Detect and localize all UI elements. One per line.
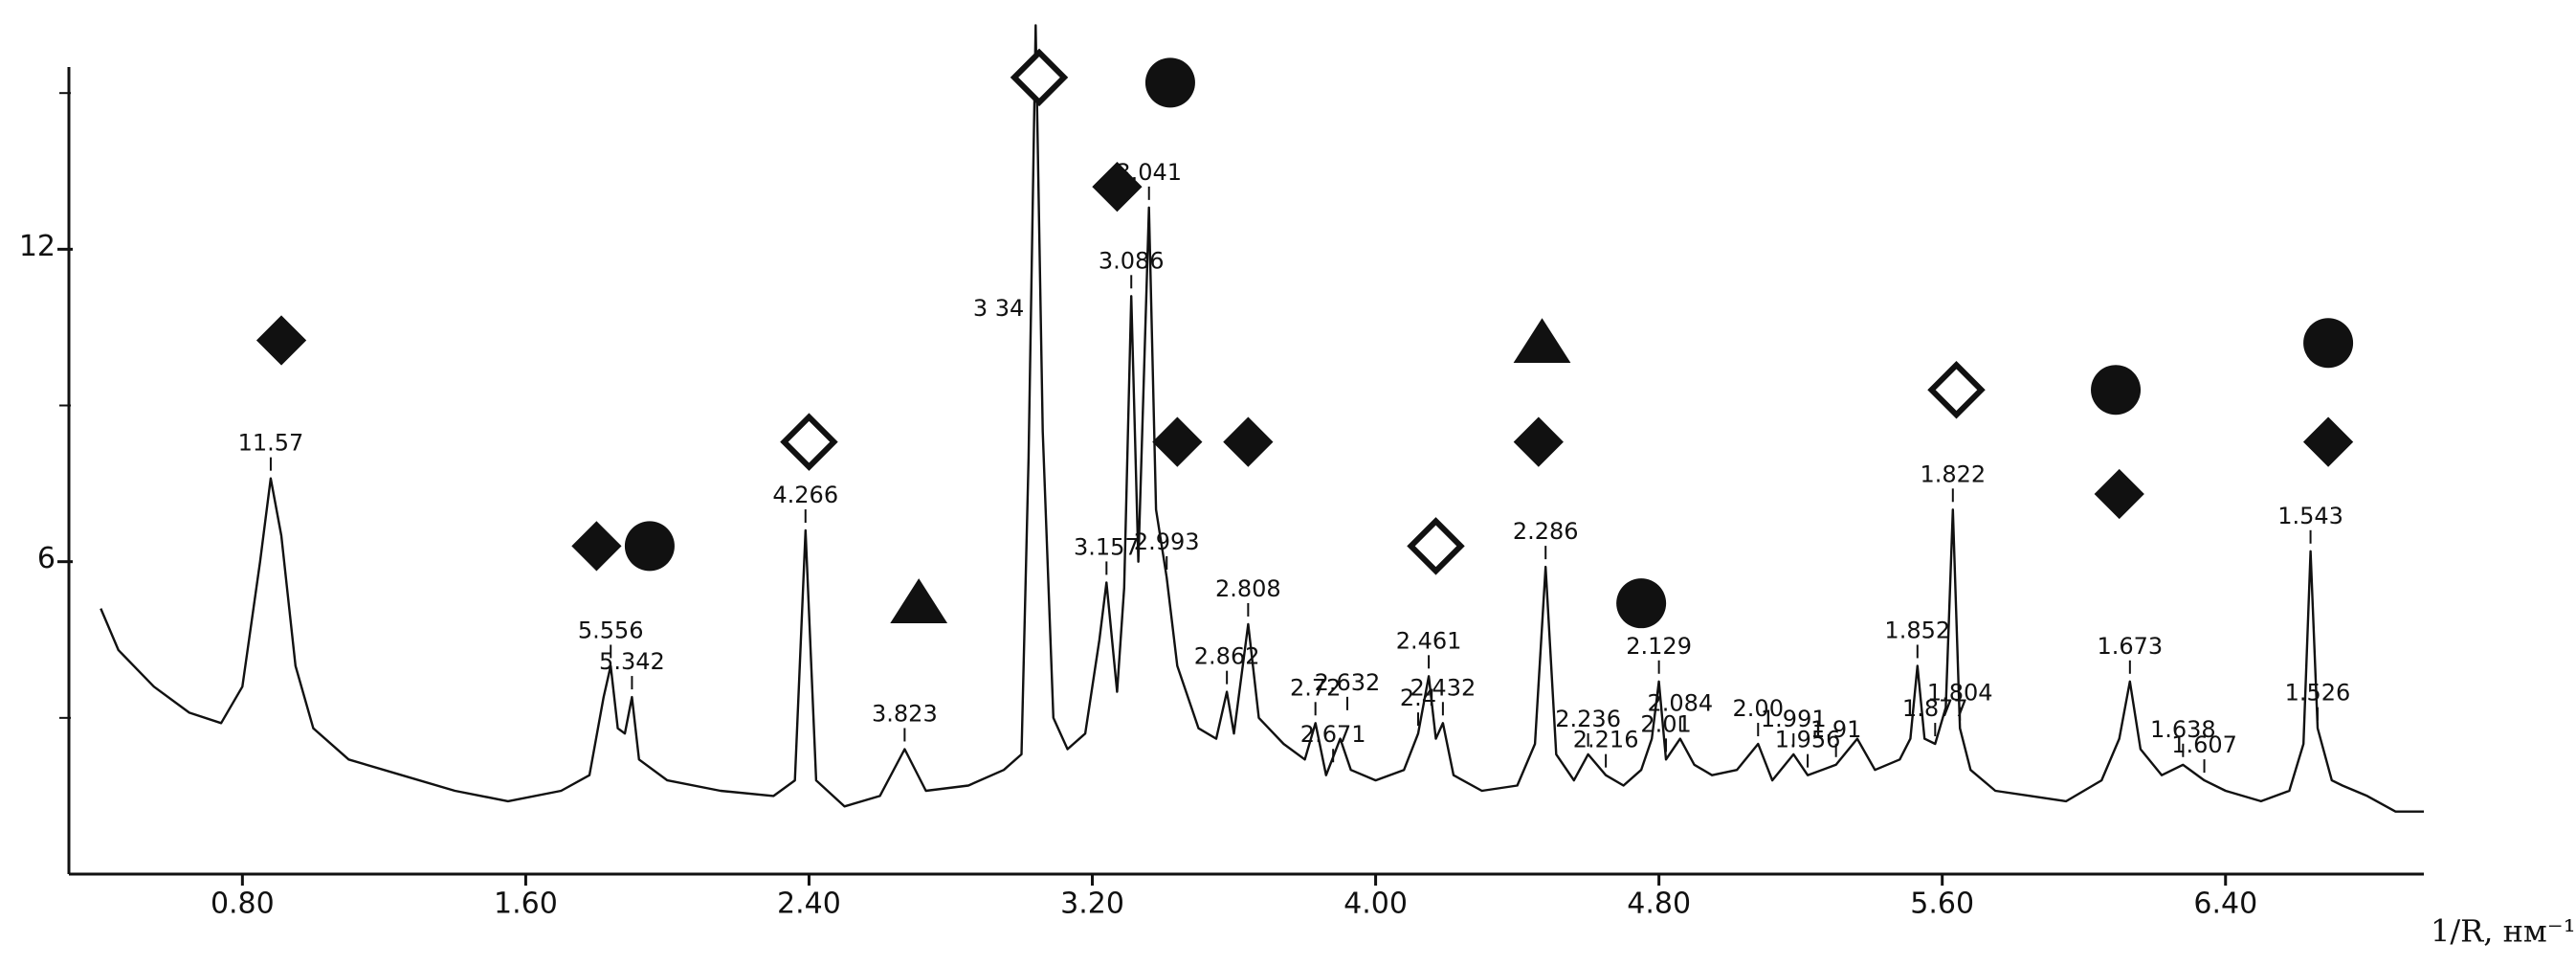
phase-marker-open-diamond bbox=[1010, 48, 1069, 107]
phase-marker-diamond bbox=[1152, 416, 1203, 467]
peak-label: 1.991 bbox=[1761, 706, 1827, 732]
phase-marker-diamond bbox=[1092, 161, 1143, 213]
peak-label: 5.556 bbox=[578, 617, 644, 643]
phase-marker-triangle bbox=[890, 578, 948, 623]
peak-label: 3.823 bbox=[872, 700, 938, 727]
peak-label: 2.129 bbox=[1626, 633, 1692, 660]
phase-marker-circle bbox=[1616, 578, 1667, 629]
peak-label: 2.4 bbox=[1400, 685, 1436, 711]
y-tick-label: 6 bbox=[37, 542, 56, 575]
peak-label: 1.877 bbox=[1902, 695, 1968, 722]
peak-label: 1.822 bbox=[1920, 461, 1986, 487]
peak-label: 1.673 bbox=[2097, 633, 2163, 660]
x-tick-label: 3.20 bbox=[1060, 887, 1124, 921]
x-tick-label: 4.00 bbox=[1344, 887, 1408, 921]
x-tick-label: 6.40 bbox=[2193, 887, 2257, 921]
phase-marker-open-diamond bbox=[780, 413, 838, 471]
peak-label: 11.57 bbox=[238, 430, 304, 457]
phase-marker-triangle bbox=[1513, 318, 1571, 364]
phase-marker-circle bbox=[624, 521, 675, 572]
peak-label: 1.543 bbox=[2277, 503, 2343, 529]
peak-label: 3.157 bbox=[1074, 533, 1140, 560]
peak-label: 5.342 bbox=[599, 648, 665, 675]
peak-label: 2.00 bbox=[1733, 695, 1784, 722]
peak-label: 1.804 bbox=[1927, 680, 1993, 707]
peak-label: 2.236 bbox=[1555, 706, 1621, 732]
peak-label: 2.461 bbox=[1396, 627, 1462, 654]
peak-label: 1.956 bbox=[1775, 727, 1841, 753]
peak-label: 2.72 bbox=[1290, 674, 1341, 701]
peak-label: 1.638 bbox=[2150, 716, 2216, 743]
x-tick-label: 0.80 bbox=[211, 887, 275, 921]
phase-marker-circle bbox=[2303, 318, 2354, 369]
x-axis-title: 1/R, нм⁻¹ bbox=[2431, 913, 2576, 950]
peak-label: 2.671 bbox=[1300, 721, 1366, 748]
peak-label: 2.01 bbox=[1640, 710, 1691, 737]
peak-label: 1.91 bbox=[1810, 716, 1861, 743]
peak-label: 1.852 bbox=[1884, 617, 1950, 643]
peak-label: 2.993 bbox=[1134, 528, 1200, 555]
peak-label: 4.266 bbox=[772, 482, 838, 508]
peak-label: 2.808 bbox=[1215, 575, 1281, 602]
phase-marker-circle bbox=[1144, 57, 1195, 108]
x-tick-label: 5.60 bbox=[1910, 887, 1974, 921]
phase-marker-diamond bbox=[1513, 416, 1564, 467]
peak-label: 2.216 bbox=[1573, 727, 1639, 753]
phase-marker-diamond bbox=[2094, 468, 2144, 520]
x-tick-label: 4.80 bbox=[1627, 887, 1691, 921]
phase-marker-diamond bbox=[255, 315, 307, 366]
peak-label: 1.526 bbox=[2285, 680, 2351, 707]
peak-label: 3 34 bbox=[973, 295, 1024, 322]
peak-label: 2.432 bbox=[1410, 674, 1477, 701]
trace-line bbox=[100, 24, 2424, 813]
phase-marker-circle bbox=[2091, 365, 2142, 416]
y-tick-label: 12 bbox=[19, 230, 56, 263]
x-tick-label: 2.40 bbox=[777, 887, 841, 921]
phase-marker-diamond bbox=[2302, 416, 2354, 467]
x-tick-label: 1.60 bbox=[494, 887, 558, 921]
phase-marker-open-diamond bbox=[1927, 360, 1986, 419]
peak-label: 3.086 bbox=[1099, 247, 1165, 274]
peak-label: 2.084 bbox=[1647, 690, 1713, 717]
phase-marker-diamond bbox=[1223, 416, 1274, 467]
peak-label: 2.632 bbox=[1315, 669, 1381, 696]
peak-label: 2.286 bbox=[1513, 518, 1579, 545]
phase-marker-open-diamond bbox=[1407, 517, 1465, 575]
phase-marker-diamond bbox=[571, 521, 622, 572]
peak-label: 2.862 bbox=[1194, 643, 1260, 670]
peak-label: 1.607 bbox=[2171, 731, 2237, 758]
